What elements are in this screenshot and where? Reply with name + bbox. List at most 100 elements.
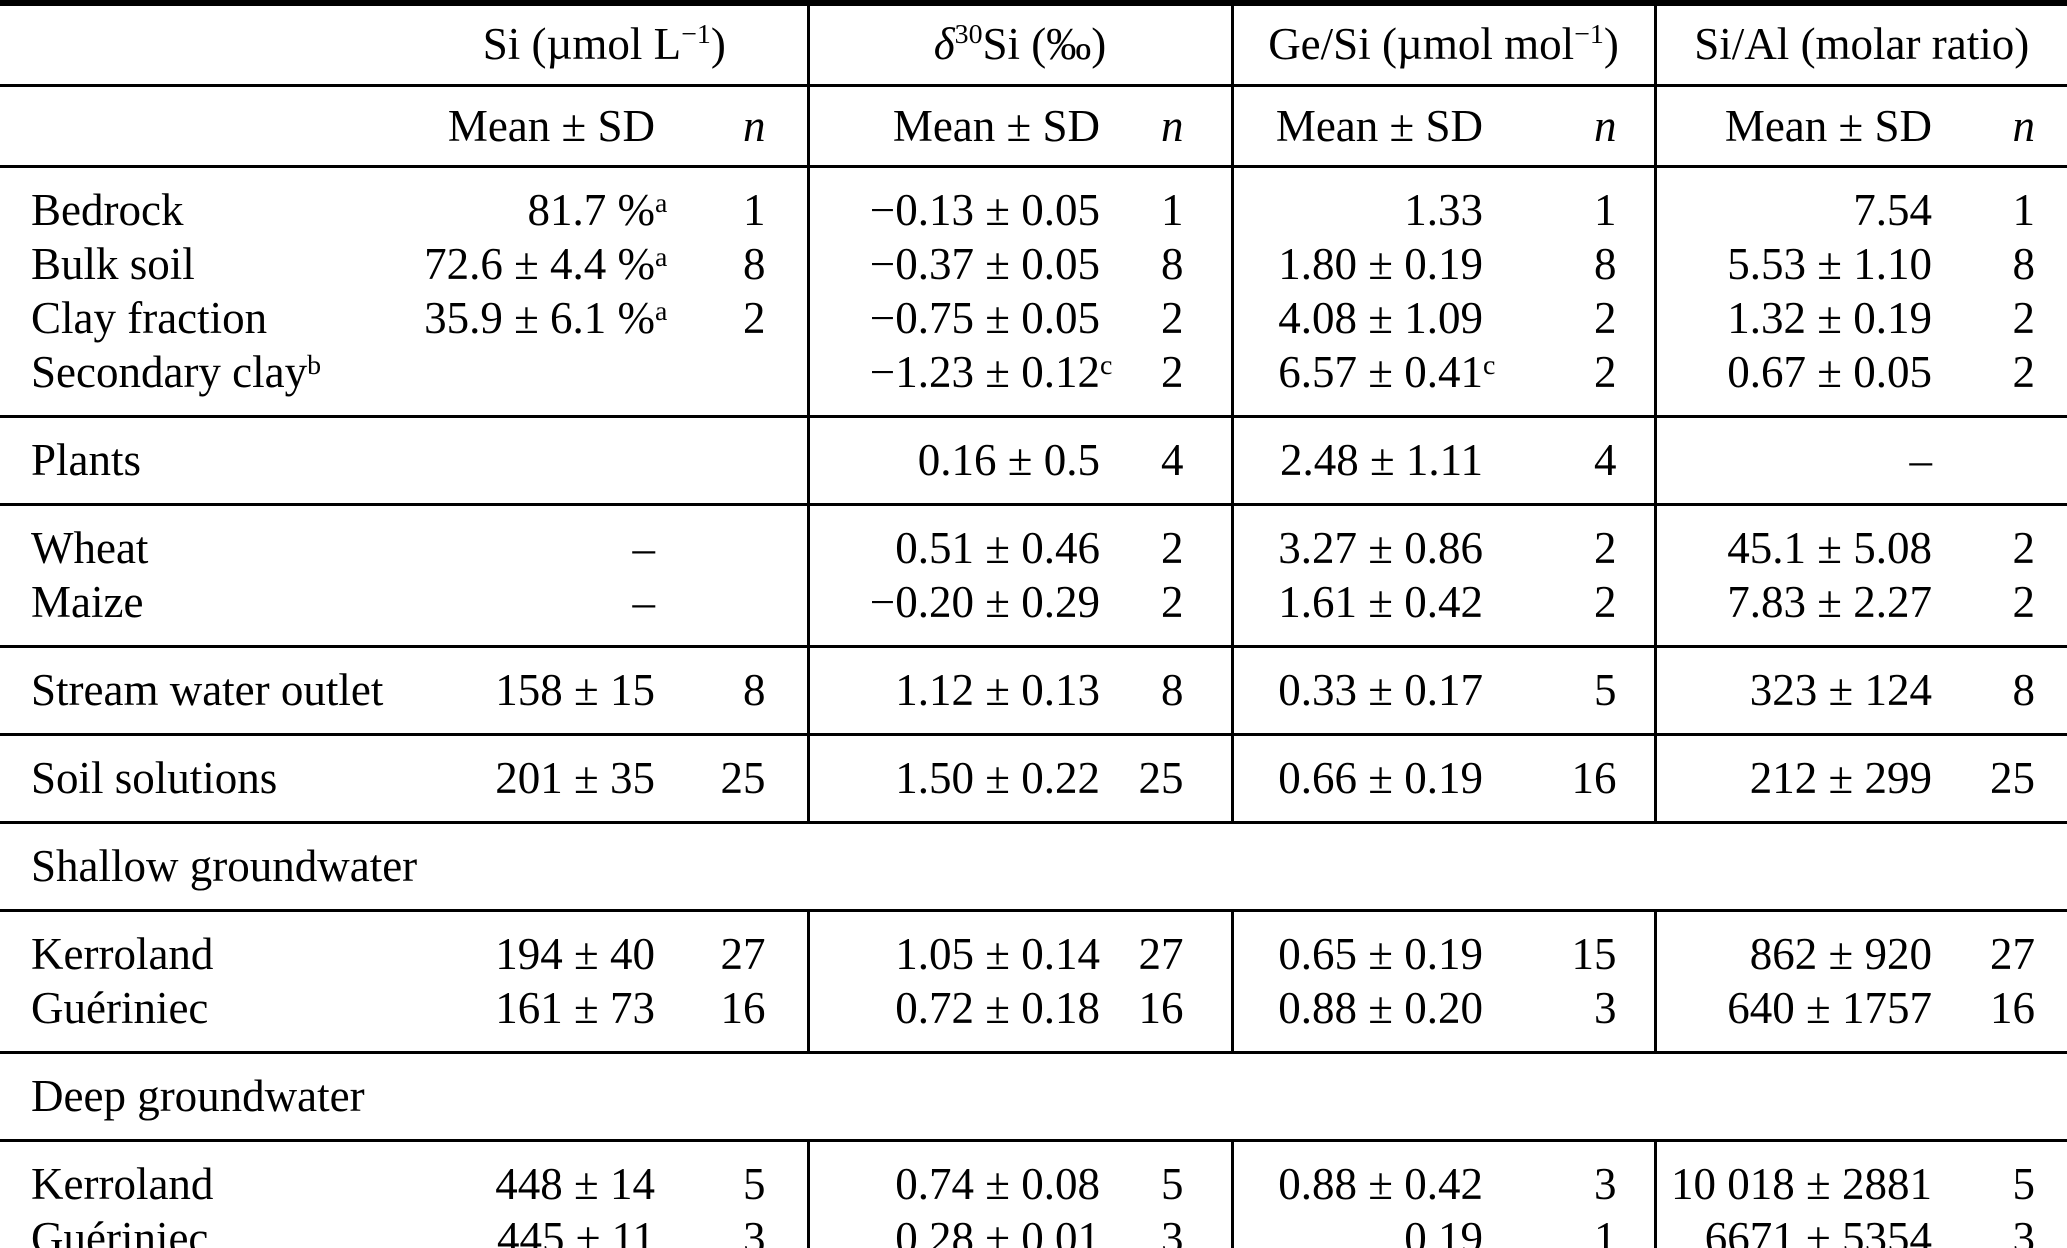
cell-sial-n: 16	[1990, 983, 2035, 1033]
subheader-si-n: n	[665, 85, 810, 167]
cell-sial-n: 2	[2012, 577, 2036, 627]
block-stream-water: Stream water outlet 158 ± 15 8 1.12 ± 0.…	[0, 646, 2067, 735]
cell-sial-mean: 10 018 ± 2881	[1671, 1159, 1932, 1209]
cell-si-n	[665, 575, 810, 647]
cell-si-n: 16	[665, 981, 810, 1053]
column-group-header-gesi: Ge/Si (µmol mol−1)	[1232, 3, 1657, 87]
cell-gesi-mean: 3.27 ± 0.86	[1278, 523, 1483, 573]
cell-si-mean: 448 ± 14	[495, 1159, 655, 1209]
table-row-soil-solutions: Soil solutions 201 ± 35 25 1.50 ± 0.22 2…	[0, 734, 2067, 823]
block-soil-solutions: Soil solutions 201 ± 35 25 1.50 ± 0.22 2…	[0, 734, 2067, 823]
section-deep-groundwater: Deep groundwater	[0, 1052, 2067, 1141]
table-row-bedrock: Bedrock 81.7 %a 1 −0.13 ± 0.05 1 1.33 1 …	[0, 166, 2067, 237]
subheader-sial-n: n	[2012, 101, 2036, 151]
corner-blank-cell	[0, 3, 402, 87]
cell-d30si-mean: 0.51 ± 0.46	[895, 523, 1100, 573]
table-row-clay-fraction: Clay fraction 35.9 ± 6.1 %a 2 −0.75 ± 0.…	[0, 291, 2067, 345]
cell-gesi-mean: 2.48 ± 1.11	[1279, 435, 1483, 485]
cell-si-mean: 158 ± 15	[495, 665, 655, 715]
cell-si-n: 8	[665, 237, 810, 291]
cell-gesi-mean: 0.88 ± 0.42	[1278, 1159, 1483, 1209]
cell-si-n	[665, 345, 810, 417]
subheader-row: Mean ± SD n Mean ± SD n Mean ± SD n Mean…	[0, 85, 2067, 167]
gesi-unit-exponent: −1	[1574, 19, 1604, 51]
cell-sial-n: 1	[2012, 185, 2036, 235]
table-row-gueriniec-shallow: Guériniec 161 ± 73 16 0.72 ± 0.18 16 0.8…	[0, 981, 2067, 1053]
cell-d30si-n: 27	[1110, 910, 1234, 981]
cell-gesi-n: 1	[1493, 166, 1657, 237]
cell-gesi-n: 2	[1493, 345, 1657, 417]
table-row-maize: Maize – −0.20 ± 0.29 2 1.61 ± 0.42 2 7.8…	[0, 575, 2067, 647]
row-label: Kerroland	[31, 1159, 214, 1209]
cell-gesi-n: 3	[1493, 1140, 1657, 1211]
cell-si-n: 27	[665, 910, 810, 981]
section-header-row: Deep groundwater	[0, 1053, 2067, 1141]
row-label: Bedrock	[31, 185, 184, 235]
subheader-gesi-n: n	[1493, 85, 1657, 167]
table-row-kerroland-shallow: Kerroland 194 ± 40 27 1.05 ± 0.14 27 0.6…	[0, 910, 2067, 981]
cell-sial-n: 25	[1990, 753, 2035, 803]
table-row-bulk-soil: Bulk soil 72.6 ± 4.4 %a 8 −0.37 ± 0.05 8…	[0, 237, 2067, 291]
si-unit-close: )	[710, 19, 726, 70]
row-label: Maize	[31, 577, 144, 627]
cell-gesi-n: 2	[1493, 291, 1657, 345]
cell-gesi-mean: 0.66 ± 0.19	[1278, 753, 1483, 803]
cell-gesi-n: 3	[1493, 981, 1657, 1053]
d30si-mass-number: 30	[954, 19, 983, 51]
gesi-unit-text: Ge/Si (µmol mol	[1268, 19, 1575, 70]
cell-sial-n: 2	[2012, 347, 2036, 397]
d30si-unit-text: Si (‰)	[982, 19, 1107, 70]
cell-gesi-mean: 0.88 ± 0.20	[1278, 983, 1483, 1033]
gesi-unit-close: )	[1603, 19, 1619, 70]
si-unit-exponent: −1	[681, 19, 711, 51]
cell-sial-mean: –	[1909, 435, 1933, 485]
row-label: Kerroland	[31, 929, 214, 979]
row-label: Guériniec	[31, 1213, 209, 1248]
block-rock-soil: Bedrock 81.7 %a 1 −0.13 ± 0.05 1 1.33 1 …	[0, 166, 2067, 417]
blank-cell	[0, 86, 402, 167]
cell-gesi-n: 8	[1493, 237, 1657, 291]
si-unit-text: Si (µmol L	[482, 19, 682, 70]
block-shallow-groundwater-sites: Kerroland 194 ± 40 27 1.05 ± 0.14 27 0.6…	[0, 910, 2067, 1053]
table-row-plants: Plants 0.16 ± 0.5 4 2.48 ± 1.11 4 –	[0, 416, 2067, 505]
cell-gesi-mean: 6.57 ± 0.41c	[1278, 347, 1496, 397]
cell-d30si-mean: 1.50 ± 0.22	[895, 753, 1100, 803]
table-row-gueriniec-deep: Guériniec 445 ± 11 3 0.28 ± 0.01 3 0.19 …	[0, 1211, 2067, 1248]
cell-d30si-mean: −0.75 ± 0.05	[869, 293, 1100, 343]
table-row-wheat: Wheat – 0.51 ± 0.46 2 3.27 ± 0.86 2 45.1…	[0, 504, 2067, 575]
section-header-row: Shallow groundwater	[0, 823, 2067, 911]
cell-d30si-n: 2	[1110, 575, 1234, 647]
cell-d30si-n: 4	[1110, 416, 1234, 505]
subheader-gesi-mean: Mean ± SD	[1275, 101, 1483, 151]
cell-d30si-mean: 0.72 ± 0.18	[895, 983, 1100, 1033]
cell-d30si-n: 8	[1110, 237, 1234, 291]
row-label: Secondary clayb	[31, 347, 322, 397]
cell-si-mean	[402, 345, 665, 417]
cell-gesi-n: 5	[1493, 646, 1657, 735]
cell-gesi-mean: 4.08 ± 1.09	[1278, 293, 1483, 343]
block-crops: Wheat – 0.51 ± 0.46 2 3.27 ± 0.86 2 45.1…	[0, 504, 2067, 647]
delta-symbol: δ	[933, 19, 955, 70]
table-row-stream-water-outlet: Stream water outlet 158 ± 15 8 1.12 ± 0.…	[0, 646, 2067, 735]
cell-gesi-mean: 1.33	[1404, 185, 1483, 235]
cell-d30si-mean: −1.23 ± 0.12c	[869, 347, 1113, 397]
cell-si-mean: –	[632, 523, 656, 573]
cell-gesi-n: 15	[1493, 910, 1657, 981]
cell-sial-n: 5	[2012, 1159, 2036, 1209]
cell-d30si-n: 2	[1110, 504, 1234, 575]
cell-si-n	[665, 416, 810, 505]
section-title: Shallow groundwater	[31, 841, 418, 891]
cell-d30si-mean: 0.28 ± 0.01	[895, 1213, 1100, 1248]
cell-d30si-n: 2	[1110, 291, 1234, 345]
cell-gesi-n: 2	[1493, 504, 1657, 575]
row-label: Plants	[31, 435, 142, 485]
cell-sial-n: 27	[1990, 929, 2035, 979]
cell-gesi-mean: 1.61 ± 0.42	[1278, 577, 1483, 627]
column-group-header-sial: Si/Al (molar ratio)	[1655, 3, 2067, 87]
cell-si-mean: 194 ± 40	[495, 929, 655, 979]
table-row-kerroland-deep: Kerroland 448 ± 14 5 0.74 ± 0.08 5 0.88 …	[0, 1140, 2067, 1211]
row-label: Stream water outlet	[31, 665, 384, 715]
cell-d30si-mean: −0.37 ± 0.05	[869, 239, 1100, 289]
cell-si-n: 5	[665, 1140, 810, 1211]
